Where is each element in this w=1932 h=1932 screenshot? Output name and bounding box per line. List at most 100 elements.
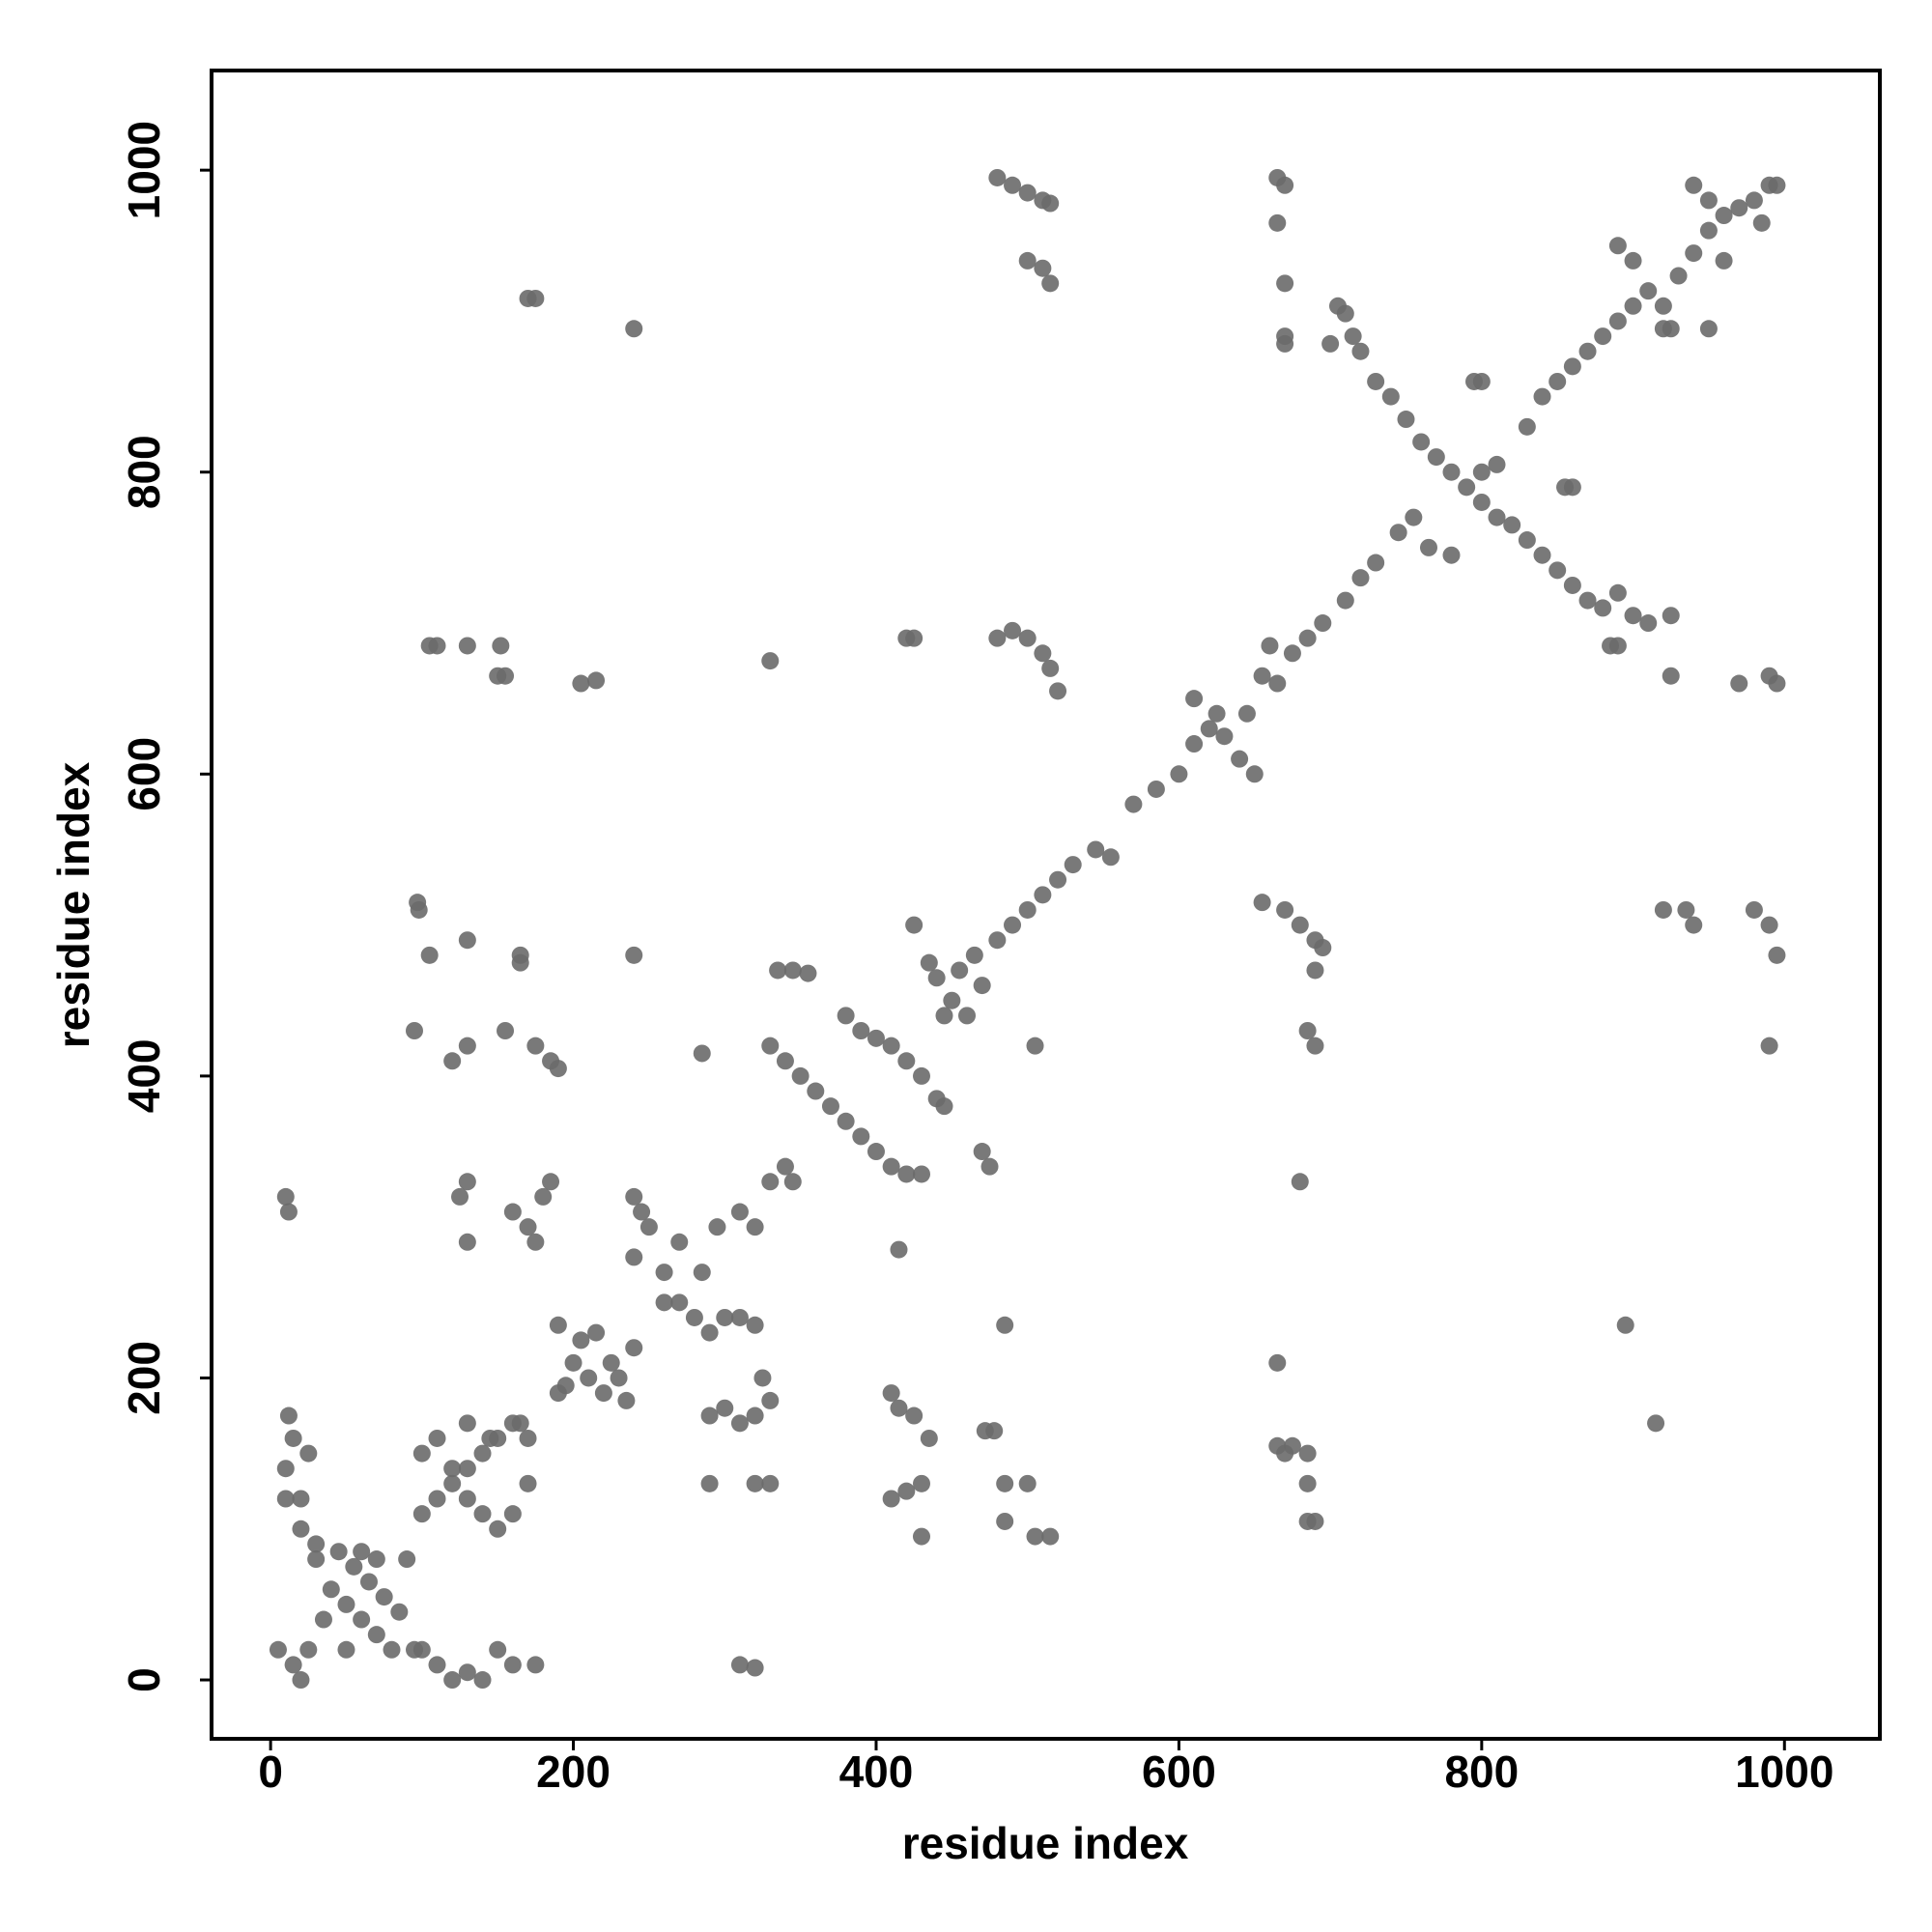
point	[852, 1127, 870, 1146]
point	[405, 1022, 423, 1040]
point	[1049, 870, 1067, 889]
point	[458, 1663, 476, 1682]
point	[292, 1671, 310, 1690]
point	[746, 1218, 764, 1236]
point	[753, 1369, 772, 1387]
point	[383, 1640, 401, 1659]
point	[1298, 1474, 1317, 1492]
point	[655, 1293, 673, 1312]
point	[746, 1316, 764, 1334]
point	[1624, 251, 1642, 270]
point	[1018, 1474, 1037, 1492]
point	[761, 1474, 780, 1492]
point	[1556, 478, 1575, 497]
point	[519, 1474, 537, 1492]
point	[1298, 1444, 1317, 1463]
point	[625, 946, 643, 964]
point	[1699, 191, 1718, 210]
point	[279, 1406, 298, 1425]
point	[443, 1460, 462, 1478]
point	[1306, 961, 1324, 980]
point	[412, 1505, 431, 1523]
point	[867, 1143, 885, 1161]
point	[1064, 856, 1082, 874]
point	[279, 1203, 298, 1221]
point	[1351, 342, 1370, 360]
point	[359, 1573, 378, 1591]
point	[412, 1444, 431, 1463]
y-axis-label: residue index	[48, 761, 99, 1048]
point	[920, 1429, 938, 1447]
point	[299, 1444, 318, 1463]
point	[746, 1659, 764, 1677]
point	[458, 1414, 476, 1433]
point	[511, 953, 529, 972]
point	[1745, 900, 1763, 919]
point	[1004, 916, 1022, 934]
point	[1405, 508, 1423, 526]
point	[1185, 735, 1204, 753]
point	[1298, 1022, 1317, 1040]
point	[443, 1671, 462, 1690]
point	[1367, 554, 1385, 572]
point	[1699, 221, 1718, 240]
point	[1018, 900, 1037, 919]
point	[511, 1414, 529, 1433]
y-tick-label: 0	[119, 1667, 169, 1692]
point	[572, 674, 590, 693]
point	[292, 1520, 310, 1538]
point	[1699, 320, 1718, 338]
point	[549, 1384, 567, 1403]
point	[693, 1044, 711, 1063]
point	[716, 1399, 734, 1417]
point	[1685, 244, 1703, 263]
point	[337, 1595, 355, 1613]
point	[1563, 357, 1581, 376]
point	[473, 1505, 492, 1523]
point	[1677, 900, 1695, 919]
point	[458, 1173, 476, 1191]
point	[951, 961, 969, 980]
point	[353, 1610, 371, 1629]
point	[269, 1640, 287, 1659]
point	[1412, 433, 1431, 451]
point	[1768, 674, 1786, 693]
point	[420, 946, 439, 964]
point	[458, 637, 476, 655]
point	[882, 1157, 900, 1176]
point	[776, 1052, 794, 1070]
point	[329, 1543, 348, 1561]
point	[708, 1218, 726, 1236]
point	[1041, 274, 1060, 293]
point	[1276, 900, 1294, 919]
point	[337, 1640, 355, 1659]
point	[912, 1527, 930, 1546]
point	[398, 1550, 416, 1569]
point	[1147, 780, 1165, 798]
point	[1170, 765, 1188, 783]
point	[405, 1640, 423, 1659]
point	[1616, 1316, 1634, 1334]
point	[852, 1022, 870, 1040]
point	[912, 1165, 930, 1183]
point	[1578, 342, 1597, 360]
point	[443, 1474, 462, 1492]
point	[1503, 516, 1521, 534]
point	[1472, 493, 1491, 511]
point	[1215, 727, 1234, 746]
point	[821, 1097, 839, 1116]
point	[1208, 704, 1226, 723]
point	[761, 1173, 780, 1191]
point	[1639, 282, 1658, 300]
point	[1268, 213, 1287, 232]
point	[980, 1157, 999, 1176]
point	[1268, 1353, 1287, 1372]
point	[799, 964, 817, 982]
point	[1608, 237, 1627, 255]
point	[1306, 1037, 1324, 1055]
point	[685, 1308, 703, 1326]
point	[746, 1474, 764, 1492]
point	[1237, 704, 1256, 723]
point	[489, 1520, 507, 1538]
point	[473, 1671, 492, 1690]
